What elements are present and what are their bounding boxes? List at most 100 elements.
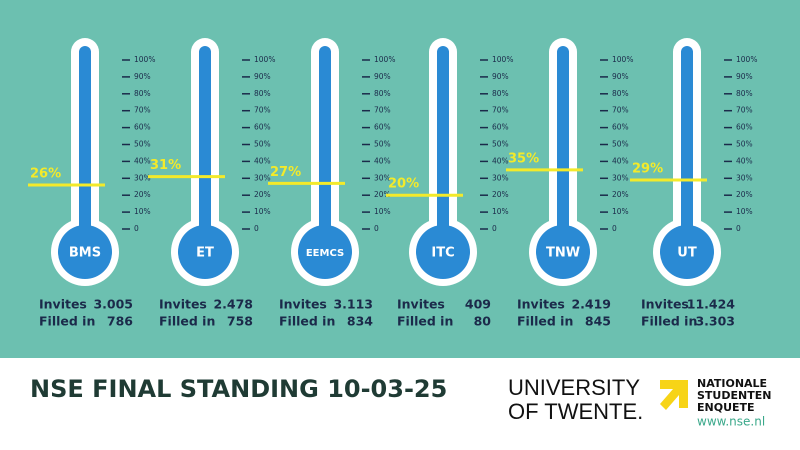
scale-label: 80% [612, 89, 629, 98]
nse-line: NATIONALE [697, 377, 767, 390]
bulb [660, 225, 714, 279]
scale-label: 50% [612, 140, 629, 149]
bulb [178, 225, 232, 279]
scale-label: 50% [134, 140, 151, 149]
scale-label: 30% [374, 173, 391, 182]
filled-label: Filled in [159, 314, 215, 329]
scale-label: 80% [254, 89, 271, 98]
filled-value: 786 [107, 314, 133, 329]
invites-value: 2.419 [571, 297, 611, 312]
invites-value: 3.113 [333, 297, 373, 312]
invites-value: 11.424 [687, 297, 736, 312]
nse-logo-arrow [660, 380, 688, 410]
scale-label: 30% [736, 173, 753, 182]
invites-label: Invites [397, 297, 445, 312]
scale-label: 30% [134, 173, 151, 182]
scale-label: 30% [254, 173, 271, 182]
scale-label: 0 [254, 224, 259, 233]
scale-label: 90% [492, 72, 509, 81]
nse-line: STUDENTEN [697, 389, 771, 402]
percent-label: 29% [632, 161, 663, 176]
university-line: OF TWENTE. [508, 399, 643, 424]
faculty-label: EEMCS [306, 248, 344, 259]
scale-label: 60% [374, 123, 391, 132]
scale-label: 80% [134, 89, 151, 98]
scale-label: 10% [612, 207, 629, 216]
bulb [298, 225, 352, 279]
bulb [416, 225, 470, 279]
scale-label: 90% [736, 72, 753, 81]
percent-label: 27% [270, 165, 301, 180]
scale-label: 20% [492, 190, 509, 199]
invites-value: 2.478 [213, 297, 253, 312]
nse-url: www.nse.nl [697, 415, 765, 429]
scale-label: 10% [374, 207, 391, 216]
filled-label: Filled in [397, 314, 453, 329]
scale-label: 90% [374, 72, 391, 81]
scale-label: 90% [254, 72, 271, 81]
invites-label: Invites [641, 297, 689, 312]
scale-label: 40% [492, 156, 509, 165]
scale-label: 0 [736, 224, 741, 233]
scale-label: 80% [374, 89, 391, 98]
scale-label: 100% [254, 55, 275, 64]
filled-value: 834 [347, 314, 373, 329]
scale-label: 70% [254, 106, 271, 115]
scale-label: 60% [612, 123, 629, 132]
scale-label: 40% [736, 156, 753, 165]
bulb [536, 225, 590, 279]
invites-label: Invites [279, 297, 327, 312]
scale-label: 100% [374, 55, 395, 64]
scale-label: 0 [492, 224, 497, 233]
scale-label: 0 [612, 224, 617, 233]
scale-label: 70% [492, 106, 509, 115]
percent-label: 35% [508, 151, 539, 166]
faculty-label: TNW [546, 246, 580, 261]
scale-label: 100% [134, 55, 155, 64]
invites-label: Invites [517, 297, 565, 312]
filled-value: 3.303 [695, 314, 735, 329]
scale-label: 30% [612, 173, 629, 182]
scale-label: 70% [736, 106, 753, 115]
filled-label: Filled in [39, 314, 95, 329]
scale-label: 0 [134, 224, 139, 233]
faculty-label: ITC [431, 246, 454, 261]
percent-label: 26% [30, 167, 61, 182]
invites-value: 3.005 [93, 297, 133, 312]
scale-label: 10% [492, 207, 509, 216]
faculty-label: UT [677, 246, 697, 261]
percent-label: 20% [388, 177, 419, 192]
scale-label: 50% [254, 140, 271, 149]
scale-label: 20% [134, 190, 151, 199]
scale-label: 100% [612, 55, 633, 64]
filled-value: 80 [474, 314, 492, 329]
nse-line: ENQUETE [697, 401, 755, 414]
scale-label: 80% [736, 89, 753, 98]
footer-title: NSE FINAL STANDING 10-03-25 [30, 375, 447, 403]
scale-label: 50% [736, 140, 753, 149]
scale-label: 60% [254, 123, 271, 132]
scale-label: 70% [374, 106, 391, 115]
scale-label: 10% [134, 207, 151, 216]
scale-label: 80% [492, 89, 509, 98]
bulb [58, 225, 112, 279]
scale-label: 100% [492, 55, 513, 64]
scale-label: 10% [254, 207, 271, 216]
university-line: UNIVERSITY [508, 375, 640, 400]
scale-label: 20% [254, 190, 271, 199]
scale-label: 50% [492, 140, 509, 149]
faculty-label: BMS [69, 246, 101, 261]
invites-value: 409 [465, 297, 491, 312]
scale-label: 60% [492, 123, 509, 132]
scale-label: 30% [492, 173, 509, 182]
percent-label: 31% [150, 158, 181, 173]
scale-label: 50% [374, 140, 391, 149]
scale-label: 20% [736, 190, 753, 199]
tube-fill [681, 46, 693, 246]
filled-label: Filled in [517, 314, 573, 329]
scale-label: 90% [612, 72, 629, 81]
scale-label: 60% [134, 123, 151, 132]
tube-fill [437, 46, 449, 246]
scale-label: 40% [612, 156, 629, 165]
